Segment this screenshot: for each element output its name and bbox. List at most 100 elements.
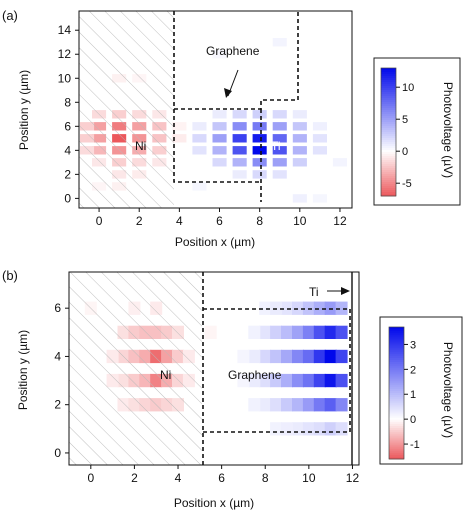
panel-b-y-tick-label: 0 xyxy=(54,446,61,460)
panel-a-colorbar-segment xyxy=(381,134,396,137)
panel-a-heatmap-cell xyxy=(232,170,247,179)
panel-b-heatmap-cell xyxy=(281,349,293,364)
panel-b-colorbar-segment xyxy=(389,446,404,450)
panel-a-colorbar-segment xyxy=(381,110,396,113)
panel-b-heatmap-cell xyxy=(270,422,283,436)
panel-a-colorbar-segment xyxy=(381,76,396,79)
panel-a-heatmap-cell xyxy=(192,122,207,131)
panel-b-heatmap-cell xyxy=(259,349,272,364)
panel-a-colorbar-frame xyxy=(380,67,397,197)
panel-a-colorbar-segment xyxy=(381,188,396,191)
panel-a-colorbar-segment xyxy=(381,160,396,163)
panel-a-x-tick-label: 2 xyxy=(136,214,143,228)
panel-b-heatmap-cell xyxy=(281,422,293,436)
panel-b-colorbar-segment xyxy=(389,331,404,334)
panel-b-colorbar-tick-label: -1 xyxy=(410,439,420,451)
panel-b-heatmap-cell xyxy=(335,422,348,436)
panel-b-heatmap-cell xyxy=(259,373,272,388)
panel-a-colorbar-segment xyxy=(381,124,396,127)
panel-a-y-tick-label: 10 xyxy=(58,71,72,85)
panel-b-colorbar-segment xyxy=(389,355,404,359)
panel-b-colorbar-segment xyxy=(389,337,404,340)
panel-b-x-tick-label: 2 xyxy=(131,471,138,485)
panel-a-colorbar-segment xyxy=(381,120,396,123)
panel-a-colorbar-segment xyxy=(381,168,396,171)
panel-b-colorbar-segment xyxy=(389,419,404,423)
panel-b-heatmap-cell xyxy=(324,325,337,339)
panel-a-y-tick-label: 4 xyxy=(64,143,71,157)
panel-b-colorbar-segment xyxy=(389,426,404,429)
panel-b-colorbar-segment xyxy=(389,386,404,390)
panel-a-colorbar-segment xyxy=(381,116,396,119)
panel-b-colorbar-segment xyxy=(389,349,404,353)
panel-b-heatmap-cell xyxy=(237,349,250,364)
panel-b-colorbar-segment xyxy=(389,397,404,400)
panel-a-colorbar-segment xyxy=(381,78,396,81)
panel-b-heatmap-cell xyxy=(324,398,337,412)
panel-b-y-axis-label: Position y (µm) xyxy=(16,330,30,410)
panel-b-heatmap-cell xyxy=(302,398,315,412)
panel-b-heatmap-cell xyxy=(248,398,261,412)
panel-a-colorbar-segment xyxy=(381,106,396,109)
panel-b-colorbar-tick-label: 3 xyxy=(410,339,416,351)
panel-a-heatmap-cell xyxy=(312,146,327,155)
panel-b-colorbar-segment xyxy=(389,450,404,454)
panel-b-colorbar-segment xyxy=(389,428,404,431)
panel-a-colorbar-segment xyxy=(381,114,396,117)
panel-a-axes: 0 2 4 6 8 10 12 0 2 4 6 8 10 12 14 xyxy=(58,23,347,228)
panel-b-colorbar-tick-label: 2 xyxy=(410,364,416,376)
panel-a-heatmap-cell xyxy=(252,110,267,119)
panel-b-heatmap-cell xyxy=(248,325,261,339)
panel-a-heatmap-cell xyxy=(312,194,327,203)
panel-a-heatmap-cell xyxy=(192,146,207,155)
panel-b-x-tick-label: 8 xyxy=(262,471,269,485)
panel-b-heatmap-cell xyxy=(281,373,293,388)
panel-b-heatmap-cell xyxy=(313,301,326,315)
panel-b-heatmap-cell xyxy=(313,349,326,364)
panel-a-heatmap-cell xyxy=(232,122,247,131)
panel-a-x-tick-label: 0 xyxy=(96,214,103,228)
panel-b-colorbar-segment xyxy=(389,364,404,367)
panel-b-heatmap-cell xyxy=(281,398,293,412)
panel-b-x-tick-label: 12 xyxy=(346,471,360,485)
panel-a-colorbar-segment xyxy=(381,98,396,101)
panel-b-heatmap-cell xyxy=(335,373,348,388)
panel-a-colorbar-segment xyxy=(381,150,396,153)
panel-b-heatmap-cell xyxy=(313,422,326,436)
panel-a-colorbar-segment xyxy=(381,86,396,89)
panel-a-heatmap-cell xyxy=(292,146,307,155)
panel-b-colorbar-tick-label: 0 xyxy=(410,414,416,426)
panel-b-heatmap-cell xyxy=(302,373,315,388)
panel-a-colorbar-segment xyxy=(381,158,396,161)
panel-b-graphene-box xyxy=(203,308,351,433)
panel-a-colorbar-segment xyxy=(381,156,396,159)
panel-a-heatmap-cell xyxy=(292,158,307,167)
panel-a-colorbar-tick-label: 0 xyxy=(402,146,408,158)
panel-a-y-tick-label: 0 xyxy=(64,191,71,205)
panel-a-y-axis-label: Position y (µm) xyxy=(17,70,31,150)
panel-a-colorbar-segment xyxy=(381,190,396,193)
panel-b-colorbar-segment xyxy=(389,421,404,425)
panel-b-colorbar-segment xyxy=(389,440,404,443)
panel-b-colorbar-segment xyxy=(389,434,404,437)
panel-b-colorbar-segment xyxy=(389,456,404,460)
panel-b-heatmap-cell xyxy=(302,349,315,364)
panel-b-colorbar-segment xyxy=(389,399,404,402)
panel-b-heatmap-cell xyxy=(302,325,315,339)
panel-b-heatmap-cell xyxy=(324,373,337,388)
panel-a-colorbar-segment xyxy=(381,172,396,175)
panel-a-colorbar-segment xyxy=(381,72,396,75)
panel-a-y-tick-label: 12 xyxy=(58,47,72,61)
panel-a-colorbar-segment xyxy=(381,174,396,177)
panel-b-ni-label: Ni xyxy=(160,368,171,382)
panel-a-heatmap-cell xyxy=(192,182,207,191)
panel-b-colorbar-segment xyxy=(389,436,404,439)
panel-a-heatmap-cell xyxy=(252,170,267,179)
panel-a-colorbar-segment xyxy=(381,152,396,155)
panel-b-colorbar-segment xyxy=(389,390,404,394)
panel-a-heatmap-cell xyxy=(212,146,227,155)
panel-b-colorbar-segment xyxy=(389,413,404,417)
panel-a-colorbar-segment xyxy=(381,162,396,165)
panel-b-heatmap-cell xyxy=(292,422,304,436)
